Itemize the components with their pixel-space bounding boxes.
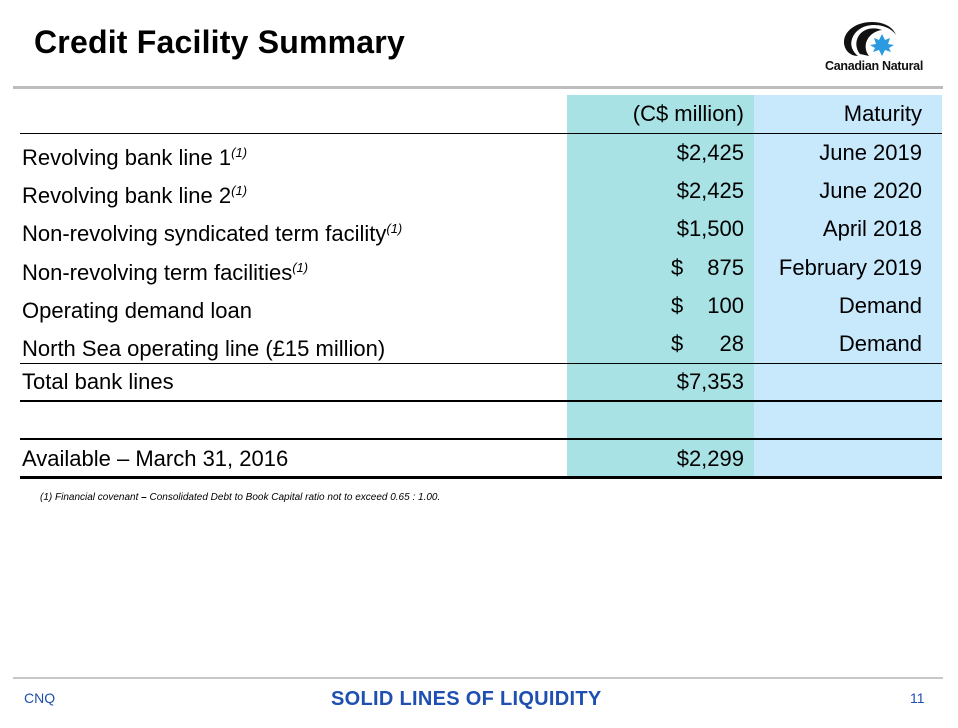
table-header-row: (C$ million) Maturity [20, 95, 942, 133]
header-divider [13, 86, 943, 89]
footer-tagline: SOLID LINES OF LIQUIDITY [331, 688, 602, 710]
total-amount: $7,353 [676, 369, 744, 394]
available-row: Available – March 31, 2016 $2,299 [20, 440, 942, 478]
total-row: Total bank lines $7,353 [20, 363, 942, 401]
available-amount: $2,299 [676, 446, 744, 471]
row-maturity: February 2019 [778, 255, 922, 280]
row-label: Operating demand loan [22, 298, 252, 323]
amount-column-header: (C$ million) [632, 101, 744, 126]
page-title: Credit Facility Summary [34, 24, 405, 60]
total-bottom-rule [20, 400, 942, 402]
table-row: Non-revolving term facilities(1) $875 Fe… [20, 249, 942, 287]
logo-text: Canadian Natural [824, 59, 923, 73]
footer-ticker: CNQ [24, 690, 56, 706]
row-label: North Sea operating line (£15 million) [22, 336, 386, 361]
footer-divider [13, 677, 943, 679]
row-amount: $2,425 [676, 178, 744, 203]
row-amount: $1,500 [676, 216, 744, 241]
footnote-marker: (1) [231, 183, 248, 198]
row-label: Non-revolving term facilities(1) [22, 260, 309, 285]
company-logo: Canadian Natural [816, 20, 932, 76]
row-label: Non-revolving syndicated term facility(1… [22, 221, 403, 246]
available-top-rule [20, 438, 942, 440]
total-top-rule [20, 363, 942, 364]
footnote: (1) Financial covenant – Consolidated De… [40, 492, 441, 503]
total-label: Total bank lines [22, 369, 174, 394]
row-amount: $28 [671, 331, 744, 356]
footnote-marker: (1) [386, 221, 403, 236]
table-row: North Sea operating line (£15 million) $… [20, 325, 942, 363]
header-rule [20, 133, 942, 134]
table-row: Operating demand loan $100 Demand [20, 287, 942, 325]
canadian-natural-logo-icon [844, 22, 896, 56]
row-amount: $2,425 [676, 140, 744, 165]
maturity-column-header: Maturity [843, 101, 922, 126]
table-row: Revolving bank line 1(1) $2,425 June 201… [20, 134, 942, 172]
row-label: Revolving bank line 1(1) [22, 145, 248, 170]
row-amount: $875 [671, 255, 744, 280]
row-amount: $100 [671, 293, 744, 318]
available-label: Available – March 31, 2016 [22, 446, 289, 471]
footnote-marker: (1) [231, 145, 248, 160]
page-number: 11 [910, 690, 925, 706]
row-maturity: Demand [838, 331, 922, 356]
maturity-column-background [754, 95, 942, 478]
row-maturity: April 2018 [822, 216, 922, 241]
row-maturity: June 2020 [819, 178, 922, 203]
amount-column-background [567, 95, 754, 478]
row-label: Revolving bank line 2(1) [22, 183, 248, 208]
table-row: Non-revolving syndicated term facility(1… [20, 210, 942, 248]
table-row: Revolving bank line 2(1) $2,425 June 202… [20, 172, 942, 210]
table-bottom-rule [20, 476, 942, 479]
footnote-marker: (1) [292, 260, 309, 275]
row-maturity: June 2019 [819, 140, 922, 165]
row-maturity: Demand [838, 293, 922, 318]
